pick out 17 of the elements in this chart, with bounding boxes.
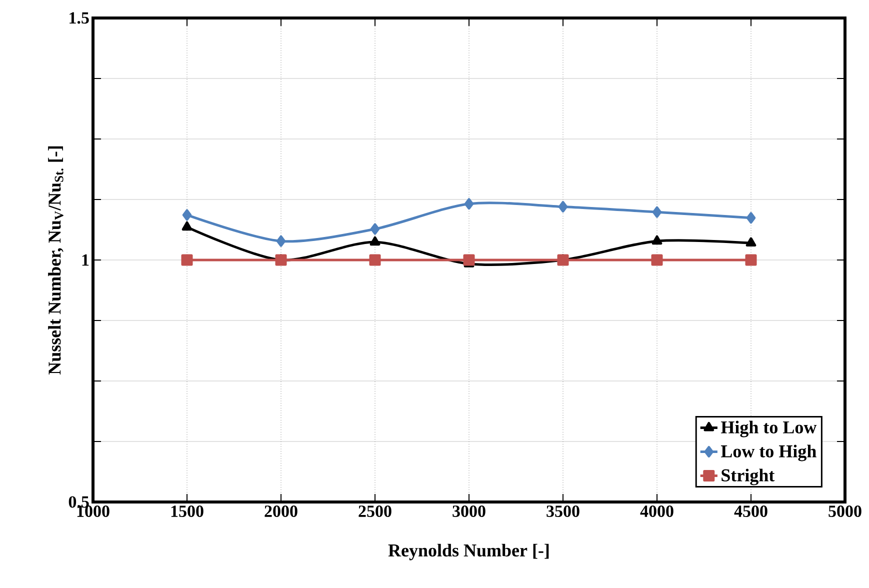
- x-axis-title: Reynolds Number [-]: [388, 544, 549, 560]
- x-tick-label: 3500: [546, 506, 580, 517]
- y-tick-label: 1.5: [70, 12, 89, 24]
- legend-label: High to Low: [720, 420, 817, 438]
- y-axis-title: Nusselt Number, Nu$_{V}$/Nu$_{St.}$ [-]: [48, 146, 64, 375]
- x-tick-label: 1000: [77, 506, 110, 517]
- legend-label: Low to High: [720, 444, 816, 462]
- x-tick-label: 2000: [264, 506, 298, 517]
- x-tick-label: 4000: [640, 506, 674, 517]
- x-tick-label: 4500: [734, 506, 768, 517]
- y-tick-label: 0.5: [68, 496, 89, 508]
- x-tick-label: 2500: [358, 506, 392, 517]
- x-tick-label: 1500: [171, 506, 204, 517]
- legend-label: Stright: [722, 468, 775, 486]
- x-tick-label: 5000: [828, 506, 862, 517]
- x-tick-label: 3000: [452, 506, 486, 517]
- y-tick-label: 1: [82, 254, 89, 266]
